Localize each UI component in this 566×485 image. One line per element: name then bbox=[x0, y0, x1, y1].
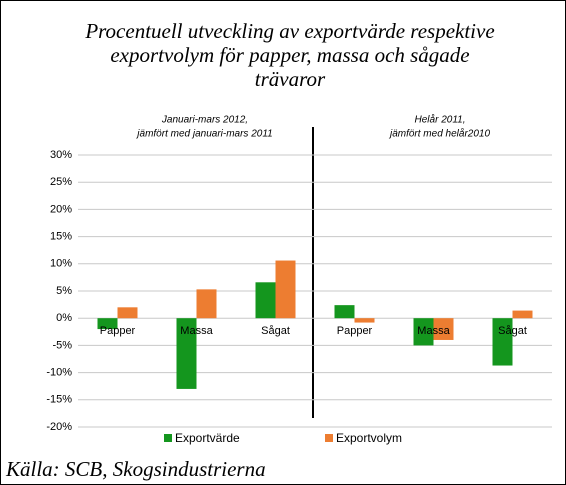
bar bbox=[97, 318, 118, 330]
source: Källa: SCB, Skogsindustrierna bbox=[5, 457, 266, 481]
annotation: Helår 2011, bbox=[415, 114, 466, 126]
annotation: jämfört med helår2010 bbox=[388, 128, 490, 140]
bar bbox=[354, 318, 375, 323]
bar bbox=[433, 318, 454, 340]
annotation: jämfört med januari-mars 2011 bbox=[135, 129, 272, 140]
legend-label: Exportvolym bbox=[336, 431, 402, 445]
y-tick-label: -20% bbox=[46, 421, 72, 433]
y-tick-label: -10% bbox=[46, 367, 72, 379]
x-tick-label: Sågat bbox=[498, 325, 527, 337]
x-tick-label: Sågat bbox=[261, 325, 290, 337]
y-tick-label: 15% bbox=[50, 231, 72, 243]
x-tick-label: Papper bbox=[337, 325, 373, 337]
legend-swatch bbox=[164, 434, 172, 442]
legend-label: Exportvärde bbox=[175, 431, 240, 445]
x-tick-label: Massa bbox=[180, 325, 213, 337]
chart-title: trävaror bbox=[255, 67, 326, 91]
bar bbox=[334, 305, 355, 319]
y-tick-label: 10% bbox=[50, 258, 72, 270]
y-tick-label: 25% bbox=[50, 176, 72, 188]
y-tick-label: -15% bbox=[46, 394, 72, 406]
bar bbox=[196, 289, 217, 319]
bar bbox=[413, 318, 434, 346]
y-tick-label: 5% bbox=[56, 285, 72, 297]
bar bbox=[255, 282, 276, 319]
bar bbox=[492, 318, 513, 366]
y-tick-label: 20% bbox=[50, 203, 72, 215]
y-tick-label: -5% bbox=[52, 339, 72, 351]
y-tick-label: 0% bbox=[56, 312, 72, 324]
bar bbox=[117, 307, 138, 319]
x-tick-label: Papper bbox=[100, 325, 136, 337]
chart-title: exportvolym för papper, massa och sågade bbox=[110, 43, 469, 67]
x-tick-label: Massa bbox=[417, 325, 450, 337]
legend-swatch bbox=[325, 434, 333, 442]
y-tick-label: 30% bbox=[50, 149, 72, 161]
bar bbox=[275, 260, 296, 319]
annotation: Januari-mars 2012, bbox=[161, 115, 248, 126]
chart-title: Procentuell utveckling av exportvärde re… bbox=[84, 19, 494, 43]
bar bbox=[512, 310, 533, 319]
bar bbox=[176, 318, 197, 389]
